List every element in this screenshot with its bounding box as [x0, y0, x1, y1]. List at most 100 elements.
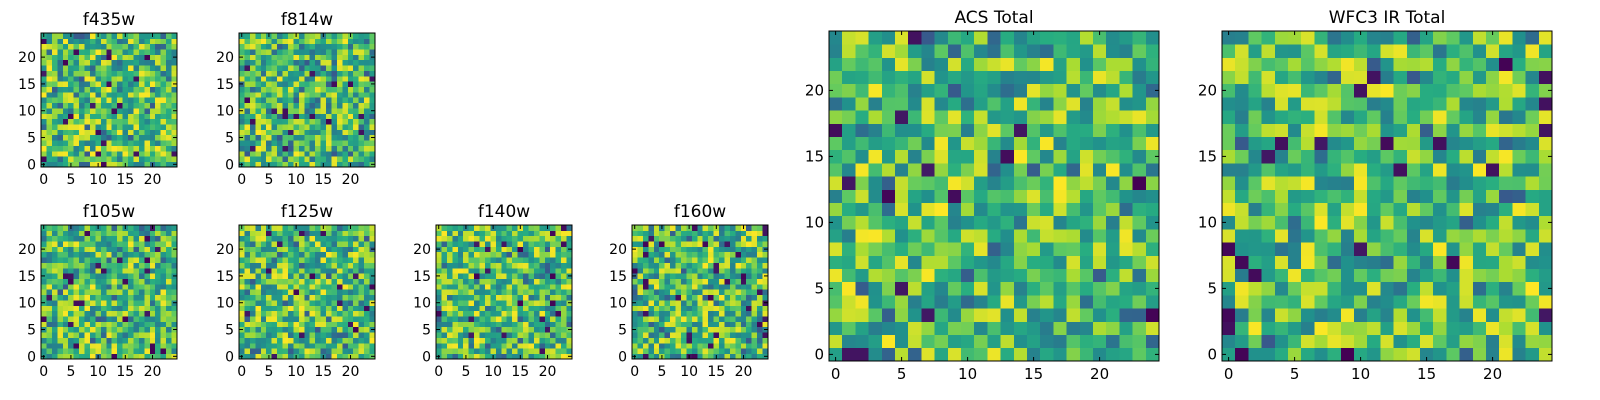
heatmap-cell — [533, 246, 540, 253]
heatmap-cell — [244, 145, 251, 152]
heatmap-cell — [133, 321, 140, 328]
heatmap-cell — [691, 225, 698, 231]
heatmap-cell — [680, 225, 687, 231]
heatmap-cell — [100, 246, 107, 253]
heatmap-cell — [68, 150, 75, 157]
heatmap-cell — [1380, 176, 1394, 190]
heatmap-cell — [1000, 136, 1015, 151]
heatmap-cell — [342, 235, 349, 242]
heatmap-cell — [751, 300, 758, 306]
heatmap-cell — [255, 310, 262, 317]
heatmap-cell — [479, 294, 486, 301]
heatmap-cell — [298, 108, 305, 114]
heatmap-cell — [369, 145, 376, 152]
heatmap-cell — [266, 278, 273, 285]
heatmap-cell — [73, 150, 80, 157]
heatmap-cell — [326, 113, 332, 120]
heatmap-cell — [539, 300, 546, 306]
heatmap-cell — [239, 38, 245, 45]
heatmap-cell — [1132, 347, 1147, 362]
heatmap-cell — [1525, 334, 1540, 349]
heatmap-cell — [122, 75, 129, 82]
heatmap-cell — [512, 278, 518, 285]
heatmap-cell — [474, 353, 480, 360]
heatmap-cell — [95, 262, 102, 269]
heatmap-cell — [271, 81, 278, 87]
heatmap-cell — [282, 289, 289, 296]
heatmap-cell — [1314, 268, 1328, 283]
heatmap-cell — [62, 59, 69, 66]
heatmap-cell — [347, 246, 354, 253]
heatmap-cell — [479, 353, 486, 360]
heatmap-cell — [62, 97, 69, 104]
heatmap-cell — [171, 86, 178, 93]
heatmap-cell — [106, 353, 113, 360]
heatmap-cell — [1420, 176, 1434, 190]
heatmap-cell — [166, 145, 172, 152]
heatmap-cell — [670, 235, 676, 242]
heatmap-cell — [347, 348, 354, 355]
heatmap-cell — [729, 348, 736, 355]
heatmap-cell — [326, 65, 332, 71]
heatmap-cell — [637, 332, 644, 338]
heatmap-cell — [664, 278, 671, 285]
heatmap-cell — [304, 43, 311, 50]
heatmap-cell — [266, 283, 273, 290]
y-tick-label: 10 — [216, 296, 234, 312]
heatmap-cell — [282, 332, 289, 338]
heatmap-cell — [637, 300, 644, 306]
heatmap-cell — [735, 326, 742, 333]
heatmap-cell — [293, 113, 300, 120]
heatmap-cell — [691, 257, 698, 263]
heatmap-cell — [95, 97, 102, 104]
heatmap-cell — [347, 283, 354, 290]
axes-frame — [238, 224, 376, 360]
heatmap-cell — [987, 255, 1001, 269]
heatmap-cell — [1053, 57, 1067, 71]
heatmap-cell — [51, 267, 58, 274]
heatmap-cell — [495, 278, 502, 285]
heatmap-cell — [144, 283, 151, 290]
heatmap-cell — [561, 267, 567, 274]
heatmap-cell — [249, 326, 256, 333]
heatmap-cell — [512, 230, 518, 237]
heatmap-cell — [298, 294, 305, 301]
heatmap-cell — [277, 75, 283, 82]
heatmap-cell — [347, 310, 354, 317]
heatmap-cell — [358, 294, 365, 301]
heatmap-cell — [255, 75, 262, 82]
heatmap-cell — [680, 310, 687, 317]
heatmap-cell — [46, 38, 53, 45]
heatmap-cell — [260, 118, 267, 125]
heatmap-cell — [691, 283, 698, 290]
heatmap-cell — [342, 300, 349, 306]
heatmap-cell — [479, 289, 486, 296]
heatmap-cell — [934, 123, 949, 137]
heatmap-cell — [881, 136, 896, 151]
heatmap-cell — [41, 97, 47, 104]
heatmap-cell — [353, 289, 360, 296]
heatmap-cell — [326, 353, 332, 360]
heatmap-cell — [364, 235, 370, 242]
heatmap-cell — [138, 86, 145, 93]
heatmap-cell — [277, 156, 283, 163]
heatmap-cell — [149, 316, 156, 322]
heatmap-cell — [41, 91, 47, 98]
heatmap-cell — [1301, 321, 1315, 335]
heatmap-cell — [457, 235, 464, 242]
heatmap-cell — [369, 129, 376, 136]
heatmap-cell — [293, 38, 300, 45]
heatmap-cell — [326, 124, 332, 130]
heatmap-cell — [1459, 281, 1474, 296]
heatmap-cell — [1420, 308, 1434, 322]
heatmap-cell — [358, 332, 365, 338]
heatmap-cell — [1079, 229, 1094, 243]
heatmap-cell — [1027, 321, 1041, 335]
heatmap-cell — [315, 156, 321, 163]
heatmap-cell — [287, 124, 294, 130]
heatmap-cell — [244, 124, 251, 130]
heatmap-cell — [369, 289, 376, 296]
heatmap-cell — [670, 262, 676, 269]
heatmap-cell — [166, 97, 172, 104]
heatmap-cell — [664, 337, 671, 344]
